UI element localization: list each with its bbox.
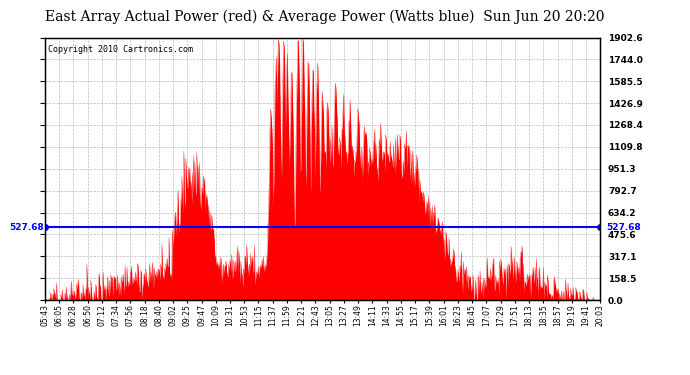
Text: 527.68: 527.68 bbox=[606, 223, 640, 232]
Text: 527.68: 527.68 bbox=[9, 223, 43, 232]
Text: East Array Actual Power (red) & Average Power (Watts blue)  Sun Jun 20 20:20: East Array Actual Power (red) & Average … bbox=[45, 9, 604, 24]
Text: Copyright 2010 Cartronics.com: Copyright 2010 Cartronics.com bbox=[48, 45, 193, 54]
